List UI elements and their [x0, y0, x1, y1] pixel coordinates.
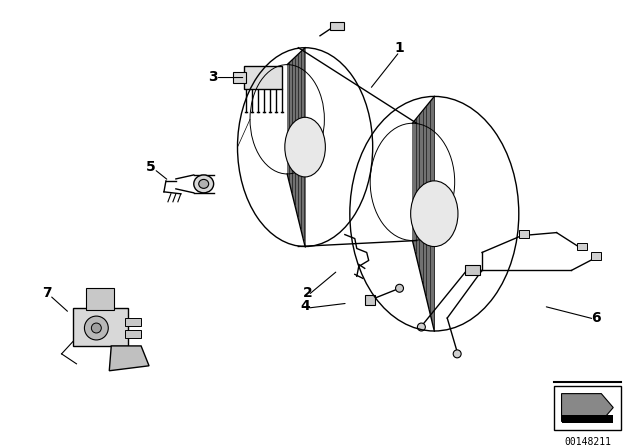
- Text: 4: 4: [300, 299, 310, 313]
- Text: 7: 7: [42, 286, 51, 300]
- Circle shape: [417, 323, 426, 331]
- Bar: [244, 65, 282, 90]
- Text: 5: 5: [146, 160, 156, 174]
- Bar: [577, 242, 588, 250]
- Bar: [365, 295, 374, 305]
- Circle shape: [92, 323, 101, 333]
- Bar: [125, 330, 141, 338]
- Bar: [330, 22, 344, 30]
- Text: 1: 1: [395, 41, 404, 55]
- Circle shape: [84, 316, 108, 340]
- Bar: [125, 318, 141, 326]
- Text: 3: 3: [208, 69, 218, 83]
- Bar: [591, 253, 602, 260]
- Bar: [561, 415, 613, 423]
- Ellipse shape: [194, 175, 214, 193]
- Text: 2: 2: [303, 286, 313, 300]
- Bar: [465, 265, 480, 276]
- Polygon shape: [109, 346, 149, 371]
- Bar: [232, 72, 246, 83]
- Polygon shape: [561, 394, 613, 422]
- Ellipse shape: [411, 181, 458, 246]
- Text: 6: 6: [591, 311, 601, 325]
- Ellipse shape: [285, 117, 325, 177]
- Circle shape: [396, 284, 403, 292]
- Bar: [74, 308, 128, 346]
- Text: 00148211: 00148211: [564, 437, 611, 448]
- Bar: [86, 288, 115, 310]
- Ellipse shape: [199, 179, 209, 188]
- Circle shape: [453, 350, 461, 358]
- Bar: [554, 386, 621, 431]
- Bar: [519, 230, 529, 237]
